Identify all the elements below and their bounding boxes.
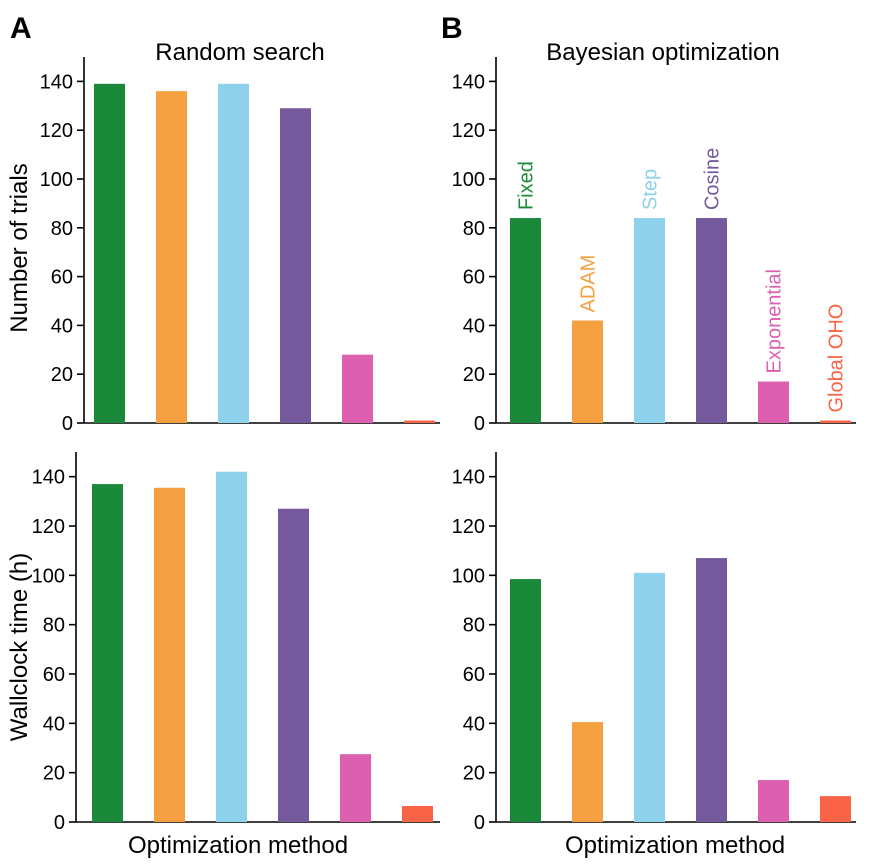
bar-exponential xyxy=(758,381,789,423)
chart-bayesian-wallclock: 0 20 40 60 80 100 120 140 xyxy=(452,452,856,834)
bar-label-step: Step xyxy=(640,169,662,210)
y-tick-label: 140 xyxy=(452,71,485,93)
bar-global-oho xyxy=(402,805,433,822)
y-tick-label: 0 xyxy=(62,413,73,435)
bar-cosine xyxy=(278,508,309,822)
y-tick-label: 120 xyxy=(32,516,65,538)
y-tick-label: 100 xyxy=(452,565,485,587)
bar-adam xyxy=(156,91,187,423)
bar-cosine xyxy=(280,108,311,424)
y-tick-label: 100 xyxy=(452,169,485,191)
y-tick-label: 40 xyxy=(463,713,485,735)
y-tick-label: 40 xyxy=(51,315,73,337)
bar-step xyxy=(634,218,665,423)
y-tick-label: 60 xyxy=(43,664,65,686)
bar-fixed xyxy=(92,484,123,822)
panel-a-label: A xyxy=(10,12,32,45)
bar-adam xyxy=(154,487,185,822)
bar-label-adam: ADAM xyxy=(578,255,600,313)
bar-exponential xyxy=(340,754,371,822)
bar-exponential xyxy=(758,780,789,822)
y-tick-label: 60 xyxy=(51,267,73,289)
y-tick-label: 140 xyxy=(40,71,73,93)
y-tick-label: 60 xyxy=(463,267,485,289)
y-tick-label: 140 xyxy=(32,467,65,489)
y-tick-label: 20 xyxy=(43,763,65,785)
bar-step xyxy=(634,572,665,822)
bar-fixed xyxy=(510,218,541,423)
y-tick-label: 20 xyxy=(463,763,485,785)
bar-step xyxy=(218,83,249,423)
bar-fixed xyxy=(94,83,125,423)
bar-label-fixed: Fixed xyxy=(516,161,538,210)
y-tick-label: 0 xyxy=(54,812,65,834)
y-tick-label: 80 xyxy=(51,218,73,240)
y-tick-label: 0 xyxy=(474,812,485,834)
panel-b-label: B xyxy=(441,12,463,45)
y-tick-label: 120 xyxy=(452,516,485,538)
chart-random-search-trials: Random search 0 20 40 60 80 100 120 140 xyxy=(40,39,440,435)
y-tick-label: 100 xyxy=(32,565,65,587)
bar-global-oho xyxy=(404,420,435,423)
y-tick-label: 40 xyxy=(43,713,65,735)
chart-title: Bayesian optimization xyxy=(546,39,779,66)
y-tick-label: 120 xyxy=(452,120,485,142)
y-tick-label: 0 xyxy=(474,413,485,435)
y-tick-label: 80 xyxy=(463,218,485,240)
bar-label-global-oho: Global OHO xyxy=(826,304,848,413)
y-tick-label: 20 xyxy=(463,364,485,386)
y-tick-label: 120 xyxy=(40,120,73,142)
x-axis-label-right: Optimization method xyxy=(565,832,785,859)
bar-adam xyxy=(572,722,603,822)
bar-label-exponential: Exponential xyxy=(764,269,786,374)
bar-adam xyxy=(572,320,603,423)
chart-title: Random search xyxy=(155,39,324,66)
bar-cosine xyxy=(696,218,727,423)
y-axis-label-wallclock: Wallclock time (h) xyxy=(6,553,33,741)
bar-global-oho xyxy=(820,420,851,423)
y-tick-label: 60 xyxy=(463,664,485,686)
y-tick-label: 140 xyxy=(452,467,485,489)
y-tick-label: 40 xyxy=(463,315,485,337)
chart-bayesian-trials: Bayesian optimization 0 20 40 60 80 100 120 140 F… xyxy=(452,39,856,435)
y-tick-label: 80 xyxy=(463,615,485,637)
bar-step xyxy=(216,471,247,822)
y-tick-label: 80 xyxy=(43,615,65,637)
bar-exponential xyxy=(342,354,373,423)
y-tick-label: 100 xyxy=(40,169,73,191)
bar-global-oho xyxy=(820,796,851,822)
bar-fixed xyxy=(510,579,541,822)
y-axis-label-trials: Number of trials xyxy=(6,163,33,332)
y-tick-label: 20 xyxy=(51,364,73,386)
bar-label-cosine: Cosine xyxy=(702,148,724,210)
x-axis-label-left: Optimization method xyxy=(128,832,348,859)
bar-cosine xyxy=(696,558,727,822)
chart-random-search-wallclock: 0 20 40 60 80 100 120 140 xyxy=(32,452,440,834)
